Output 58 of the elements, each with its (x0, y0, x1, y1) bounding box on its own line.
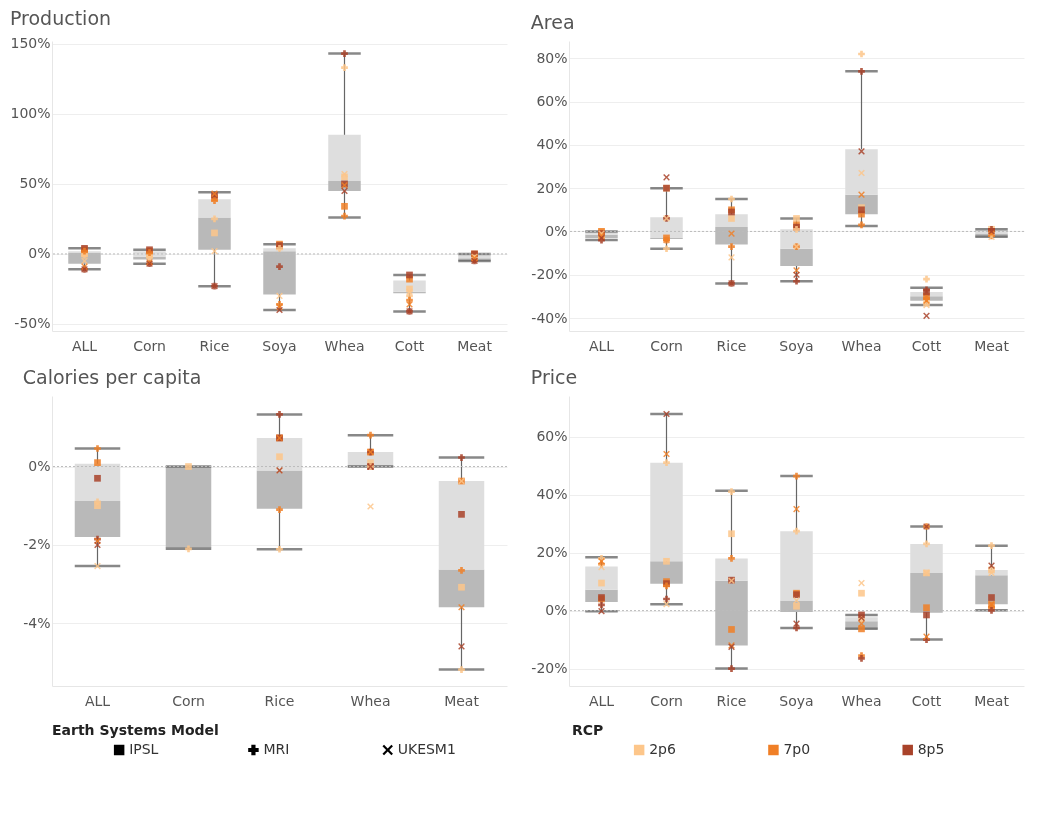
chart-title: Production (9, 6, 112, 29)
x-tick-label: Rice (199, 337, 230, 354)
x-tick-label: Cott (394, 337, 425, 354)
y-tick-label: 60% (536, 428, 568, 445)
y-tick-label: 60% (536, 93, 568, 110)
chart-title: Price (530, 366, 578, 388)
x-tick-label: ALL (84, 692, 111, 709)
y-tick-label: 0% (28, 245, 51, 262)
legend-label: 8p5 (917, 741, 945, 757)
y-tick-label: -2% (23, 536, 51, 553)
x-tick-label: Whea (841, 692, 882, 709)
x-tick-label: Soya (779, 692, 814, 709)
x-tick-label: Cott (911, 337, 942, 354)
x-tick-label: Whea (841, 337, 882, 354)
x-tick-label: Corn (172, 692, 205, 709)
y-tick-label: 80% (536, 49, 568, 66)
legend-title: RCP (572, 722, 604, 738)
chart-title: Calories per capita (22, 366, 202, 388)
y-tick-label: -4% (23, 614, 51, 631)
legend-label: MRI (263, 741, 290, 757)
x-tick-label: Whea (350, 692, 391, 709)
y-tick-label: 100% (10, 105, 51, 122)
x-tick-label: Meat (974, 337, 1010, 354)
y-tick-label: -50% (14, 315, 51, 332)
legend-label: 2p6 (649, 741, 676, 757)
x-tick-label: Corn (133, 337, 166, 354)
y-tick-label: 0% (545, 602, 568, 619)
x-tick-label: Cott (911, 692, 942, 709)
x-tick-label: Corn (650, 337, 683, 354)
x-tick-label: Corn (650, 692, 683, 709)
x-tick-label: Rice (716, 337, 747, 354)
y-tick-label: 150% (10, 35, 51, 52)
y-tick-label: 20% (536, 179, 568, 196)
chart-title: Area (530, 11, 575, 33)
x-tick-label: Rice (264, 692, 295, 709)
x-tick-label: Meat (974, 692, 1010, 709)
y-tick-label: 40% (536, 486, 568, 503)
legend-label: UKESM1 (397, 741, 456, 757)
y-tick-label: -40% (531, 309, 568, 326)
legend-label: 7p0 (783, 741, 811, 757)
legend-title: Earth Systems Model (52, 722, 219, 738)
y-tick-label: 40% (536, 136, 568, 153)
x-tick-label: ALL (71, 337, 98, 354)
x-tick-label: Soya (262, 337, 297, 354)
x-tick-label: Soya (779, 337, 814, 354)
x-tick-label: Whea (324, 337, 365, 354)
y-tick-label: 20% (536, 544, 568, 561)
x-tick-label: Meat (457, 337, 493, 354)
y-tick-label: -20% (531, 266, 568, 283)
x-tick-label: ALL (588, 692, 615, 709)
y-tick-label: 0% (28, 458, 51, 475)
y-tick-label: -20% (531, 660, 568, 677)
x-tick-label: ALL (588, 337, 615, 354)
y-tick-label: 50% (19, 175, 51, 192)
legend-label: IPSL (129, 741, 159, 757)
x-tick-label: Meat (444, 692, 480, 709)
y-tick-label: 0% (545, 222, 568, 239)
x-tick-label: Rice (716, 692, 747, 709)
